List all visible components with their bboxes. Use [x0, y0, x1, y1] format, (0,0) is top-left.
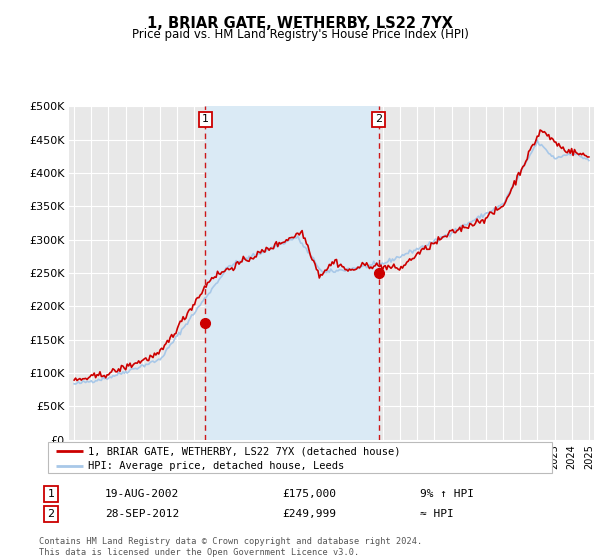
- Bar: [205, 106, 379, 440]
- Text: 9% ↑ HPI: 9% ↑ HPI: [420, 489, 474, 499]
- Text: £249,999: £249,999: [282, 509, 336, 519]
- Text: HPI: Average price, detached house, Leeds: HPI: Average price, detached house, Leed…: [88, 461, 344, 472]
- Text: 2: 2: [375, 114, 382, 124]
- FancyBboxPatch shape: [48, 442, 552, 473]
- Text: ≈ HPI: ≈ HPI: [420, 509, 454, 519]
- Text: 1: 1: [202, 114, 209, 124]
- Text: 1, BRIAR GATE, WETHERBY, LS22 7YX: 1, BRIAR GATE, WETHERBY, LS22 7YX: [147, 16, 453, 31]
- Text: 2: 2: [47, 509, 55, 519]
- Text: 1, BRIAR GATE, WETHERBY, LS22 7YX (detached house): 1, BRIAR GATE, WETHERBY, LS22 7YX (detac…: [88, 446, 401, 456]
- Text: 28-SEP-2012: 28-SEP-2012: [105, 509, 179, 519]
- Text: 1: 1: [47, 489, 55, 499]
- Text: Contains HM Land Registry data © Crown copyright and database right 2024.
This d: Contains HM Land Registry data © Crown c…: [39, 537, 422, 557]
- Text: Price paid vs. HM Land Registry's House Price Index (HPI): Price paid vs. HM Land Registry's House …: [131, 28, 469, 41]
- Text: 19-AUG-2002: 19-AUG-2002: [105, 489, 179, 499]
- Text: £175,000: £175,000: [282, 489, 336, 499]
